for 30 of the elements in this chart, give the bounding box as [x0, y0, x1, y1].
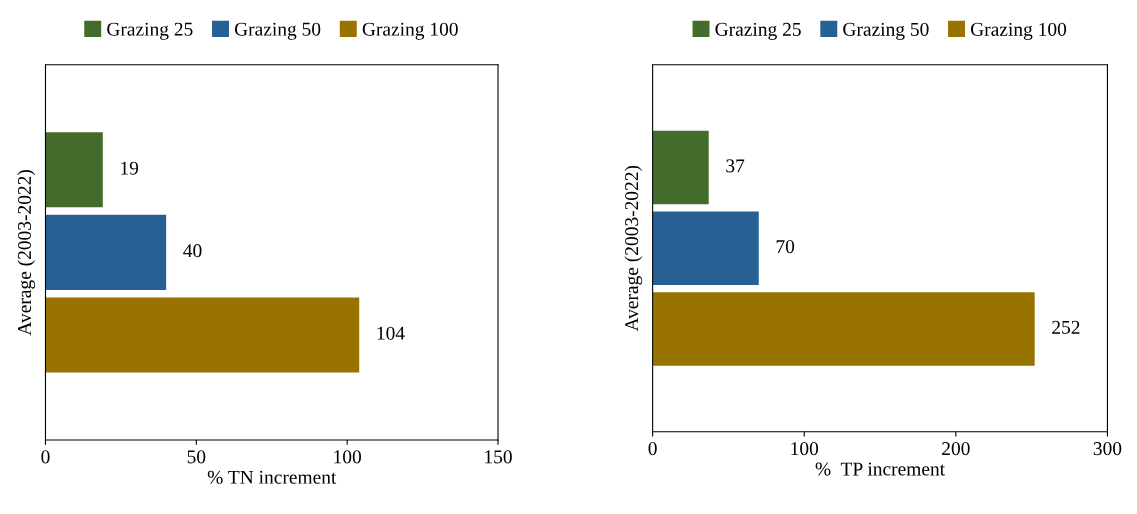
x-axis-title: % TN increment	[207, 470, 337, 484]
y-axis-title: Average (2003-2022)	[624, 165, 643, 332]
bar	[652, 130, 709, 205]
x-tick-label: 0	[648, 442, 657, 456]
data-label: 70	[776, 240, 795, 254]
data-label: 252	[1052, 320, 1080, 334]
data-label: 40	[183, 244, 202, 258]
x-axis-title: % TP increment	[815, 462, 945, 476]
bar	[45, 297, 360, 373]
x-tick-label: 100	[334, 450, 362, 464]
bar	[652, 292, 1035, 366]
legend-label: Grazing 50	[234, 22, 321, 40]
legend-label: Grazing 25	[715, 22, 801, 40]
bar	[45, 214, 167, 290]
bar	[652, 211, 759, 285]
x-tick-label: 0	[41, 450, 50, 464]
legend-label: Grazing 100	[362, 22, 458, 40]
legend-label: Grazing 25	[107, 22, 193, 40]
legend-label: Grazing 50	[843, 22, 929, 40]
data-label: 37	[726, 159, 745, 173]
x-tick-label: 150	[485, 450, 512, 464]
y-axis-title: Average (2003-2022)	[17, 169, 36, 336]
x-tick-label: 200	[942, 442, 970, 456]
x-tick-label: 100	[791, 442, 819, 456]
legend-label: Grazing 100	[970, 22, 1067, 40]
x-tick-label: 300	[1093, 442, 1122, 456]
x-tick-label: 50	[187, 450, 206, 464]
data-label: 104	[377, 326, 405, 340]
bar	[45, 132, 103, 208]
data-label: 19	[121, 161, 139, 175]
